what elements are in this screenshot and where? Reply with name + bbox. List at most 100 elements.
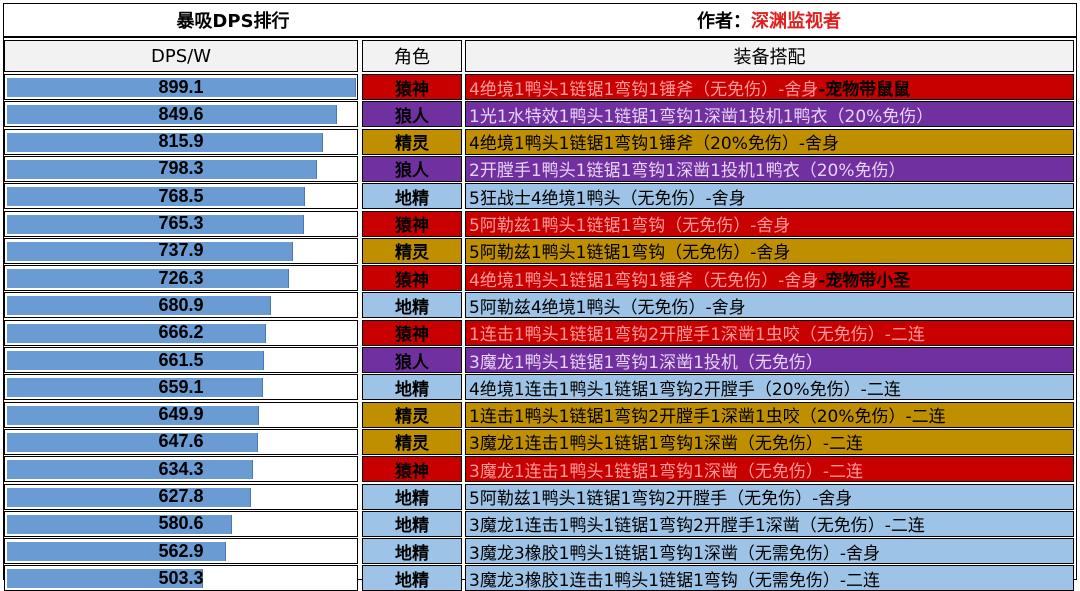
build-cell: 3魔龙1连击1鸭头1链锯1弯钩1深凿（无免伤）-二连 [465,428,1074,455]
dps-cell: 666.2 [4,319,358,346]
table-row: 659.1 地精 4绝境1连击1鸭头1链锯1弯钩2开膛手（20%免伤）-二连 [4,374,1076,401]
author-line: 作者： 深渊监视者 [462,4,1076,36]
build-cell: 3魔龙3橡胶1鸭头1链锯1弯钩1深凿（无需免伤）-舍身 [465,538,1074,565]
dps-value: 562.9 [158,540,204,561]
role-cell: 地精 [362,510,462,537]
build-cell: 5阿勒兹1鸭头1链锯1弯钩2开膛手（无免伤）-舍身 [465,483,1074,510]
role-cell: 地精 [362,292,462,319]
role-cell: 狼人 [362,101,462,128]
column-header-row: DPS/W 角色 装备搭配 [4,40,1076,74]
build-cell: 5狂战士4绝境1鸭头（无免伤）-舍身 [465,183,1074,210]
dps-bar [7,405,259,425]
dps-bar [7,432,258,452]
dps-bar [7,296,271,316]
dps-bar [7,460,253,480]
dps-value: 659.1 [158,376,204,397]
table-row: 562.9 地精 3魔龙3橡胶1鸭头1链锯1弯钩1深凿（无需免伤）-舍身 [4,538,1076,565]
build-text: 4绝境1鸭头1链锯1弯钩1锤斧（20%免伤）-舍身 [469,134,839,155]
build-text: 5狂战士4绝境1鸭头（无免伤）-舍身 [469,188,746,209]
build-text: 3魔龙1连击1鸭头1链锯1弯钩1深凿（无免伤）-二连 [469,461,864,482]
build-text: 4绝境1连击1鸭头1链锯1弯钩2开膛手（20%免伤）-二连 [469,379,901,400]
table-row: 798.3 狼人 2开膛手1鸭头1链锯1弯钩1深凿1投机1鸭衣（20%免伤） [4,155,1076,182]
table-row: 627.8 地精 5阿勒兹1鸭头1链锯1弯钩2开膛手（无免伤）-舍身 [4,483,1076,510]
dps-cell: 899.1 [4,74,358,100]
dps-cell: 580.6 [4,510,358,537]
build-cell: 1光1水特效1鸭头1链锯1弯钩1深凿1投机1鸭衣（20%免伤） [465,101,1074,128]
dps-value: 661.5 [158,349,204,370]
dps-bar [7,323,266,343]
table-row: 647.6 精灵 3魔龙1连击1鸭头1链锯1弯钩1深凿（无免伤）-二连 [4,428,1076,455]
table-row: 815.9 精灵 4绝境1鸭头1链锯1弯钩1锤斧（20%免伤）-舍身 [4,128,1076,155]
dps-value: 798.3 [158,158,204,179]
dps-bar [7,269,289,289]
dps-cell: 659.1 [4,374,358,401]
role-cell: 狼人 [362,347,462,373]
dps-value: 580.6 [158,513,204,534]
dps-value: 647.6 [158,431,204,452]
role-cell: 地精 [362,183,462,210]
header-build: 装备搭配 [465,40,1074,72]
table-row: 661.5 狼人 3魔龙1鸭头1链锯1弯钩1深凿1投机（无免伤） [4,347,1076,373]
dps-cell: 503.3 [4,565,358,591]
dps-bar [7,214,304,234]
dps-bar [7,514,232,534]
table-row: 737.9 精灵 5阿勒兹1鸭头1链锯1弯钩（无免伤）-舍身 [4,237,1076,264]
build-cell: 1连击1鸭头1链锯1弯钩2开膛手1深凿1虫咬（20%免伤）-二连 [465,401,1074,428]
author-name: 深渊监视者 [751,11,841,32]
dps-bar [7,78,356,97]
build-text: 3魔龙1连击1鸭头1链锯1弯钩1深凿（无免伤）-二连 [469,434,864,455]
dps-cell: 815.9 [4,128,358,155]
build-text: 1连击1鸭头1链锯1弯钩2开膛手1深凿1虫咬（20%免伤）-二连 [469,407,946,428]
build-cell: 4绝境1连击1鸭头1链锯1弯钩2开膛手（20%免伤）-二连 [465,374,1074,401]
role-cell: 地精 [362,538,462,565]
author-label: 作者： [697,11,751,32]
role-cell: 猿神 [362,265,462,292]
build-cell: 4绝境1鸭头1链锯1弯钩1锤斧（无免伤）-舍身 -宠物带小圣 [465,265,1074,292]
role-cell: 精灵 [362,128,462,155]
build-cell: 5阿勒兹1鸭头1链锯1弯钩（无免伤）-舍身 [465,237,1074,264]
build-cell: 2开膛手1鸭头1链锯1弯钩1深凿1投机1鸭衣（20%免伤） [465,155,1074,182]
build-text: 5阿勒兹1鸭头1链锯1弯钩（无免伤）-舍身 [469,243,791,264]
header-dps: DPS/W [4,40,358,72]
build-text: 4绝境1鸭头1链锯1弯钩1锤斧（无免伤）-舍身 [469,270,819,291]
build-cell: 3魔龙3橡胶1连击1鸭头1链锯1弯钩（无需免伤）-二连 [465,565,1074,591]
build-extra-note: -宠物带鼠鼠 [818,79,911,100]
dps-value: 815.9 [158,131,204,152]
dps-bar [7,378,263,398]
dps-cell: 649.9 [4,401,358,428]
dps-value: 726.3 [158,267,204,288]
role-cell: 猿神 [362,74,462,100]
role-cell: 精灵 [362,401,462,428]
dps-bar [7,187,305,207]
dps-value: 634.3 [158,458,204,479]
build-cell: 5阿勒兹4绝境1鸭头（无免伤）-舍身 [465,292,1074,319]
build-text: 5阿勒兹4绝境1鸭头（无免伤）-舍身 [469,297,746,318]
dps-bar [7,487,251,507]
table-row: 768.5 地精 5狂战士4绝境1鸭头（无免伤）-舍身 [4,183,1076,210]
dps-cell: 647.6 [4,428,358,455]
dps-cell: 726.3 [4,265,358,292]
dps-bar [7,241,293,261]
dps-cell: 768.5 [4,183,358,210]
build-cell: 3魔龙1连击1鸭头1链锯1弯钩2开膛手1深凿（无免伤）-二连 [465,510,1074,537]
dps-cell: 765.3 [4,210,358,237]
role-cell: 地精 [362,565,462,591]
dps-value: 849.6 [158,103,204,124]
dps-value: 503.3 [158,567,204,588]
build-text: 5阿勒兹1鸭头1链锯1弯钩2开膛手（无免伤）-舍身 [469,489,853,509]
role-cell: 地精 [362,374,462,401]
dps-cell: 798.3 [4,155,358,182]
table-row: 666.2 猿神 1连击1鸭头1链锯1弯钩2开膛手1深凿1虫咬（无免伤）-二连 [4,319,1076,346]
table-row: 680.9 地精 5阿勒兹4绝境1鸭头（无免伤）-舍身 [4,292,1076,319]
build-cell: 4绝境1鸭头1链锯1弯钩1锤斧（20%免伤）-舍身 [465,128,1074,155]
build-cell: 5阿勒兹1鸭头1链锯1弯钩（无免伤）-舍身 [465,210,1074,237]
build-text: 3魔龙3橡胶1连击1鸭头1链锯1弯钩（无需免伤）-二连 [469,570,881,591]
dps-bar [7,351,264,370]
dps-cell: 680.9 [4,292,358,319]
dps-cell: 627.8 [4,483,358,510]
dps-cell: 737.9 [4,237,358,264]
dps-value: 737.9 [158,240,204,261]
dps-bar [7,105,337,125]
role-cell: 猿神 [362,210,462,237]
build-cell: 3魔龙1鸭头1链锯1弯钩1深凿1投机（无免伤） [465,347,1074,373]
